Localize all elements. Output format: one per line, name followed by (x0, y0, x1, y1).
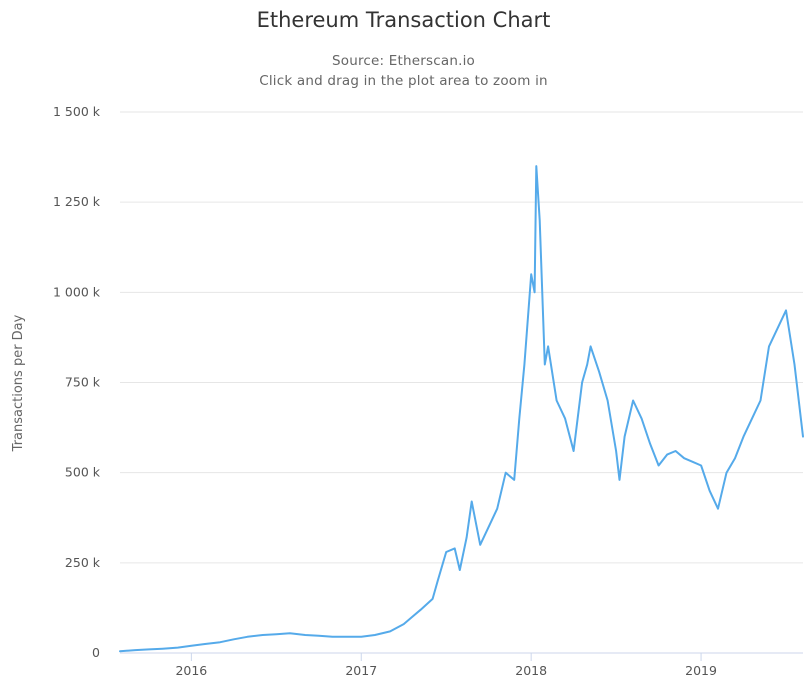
x-axis-ticks: 2016 2017 2018 2019 (175, 653, 717, 678)
chart-title: Ethereum Transaction Chart (256, 8, 551, 32)
y-axis-title: Transactions per Day (11, 314, 26, 452)
chart-subtitle-source: Source: Etherscan.io (331, 53, 476, 69)
y-tick-label: 1 000 k (53, 284, 101, 299)
chart-subtitle-hint: Click and drag in the plot area to zoom … (259, 73, 548, 89)
y-tick-label: 750 k (65, 375, 101, 390)
y-axis-ticks: 0 250 k 500 k 750 k 1 000 k 1 250 k 1 500 k (53, 104, 101, 660)
x-tick-label: 2016 (175, 663, 207, 678)
y-tick-label: 1 250 k (53, 194, 101, 209)
gridlines (120, 111, 803, 654)
x-tick-label: 2017 (345, 663, 377, 678)
y-tick-label: 1 500 k (53, 104, 101, 119)
x-tick-label: 2018 (515, 663, 547, 678)
y-tick-label: 250 k (65, 555, 101, 570)
y-tick-label: 500 k (65, 465, 101, 480)
x-tick-label: 2019 (685, 663, 717, 678)
y-tick-label: 0 (92, 645, 100, 660)
series-line-transactions (119, 165, 804, 653)
